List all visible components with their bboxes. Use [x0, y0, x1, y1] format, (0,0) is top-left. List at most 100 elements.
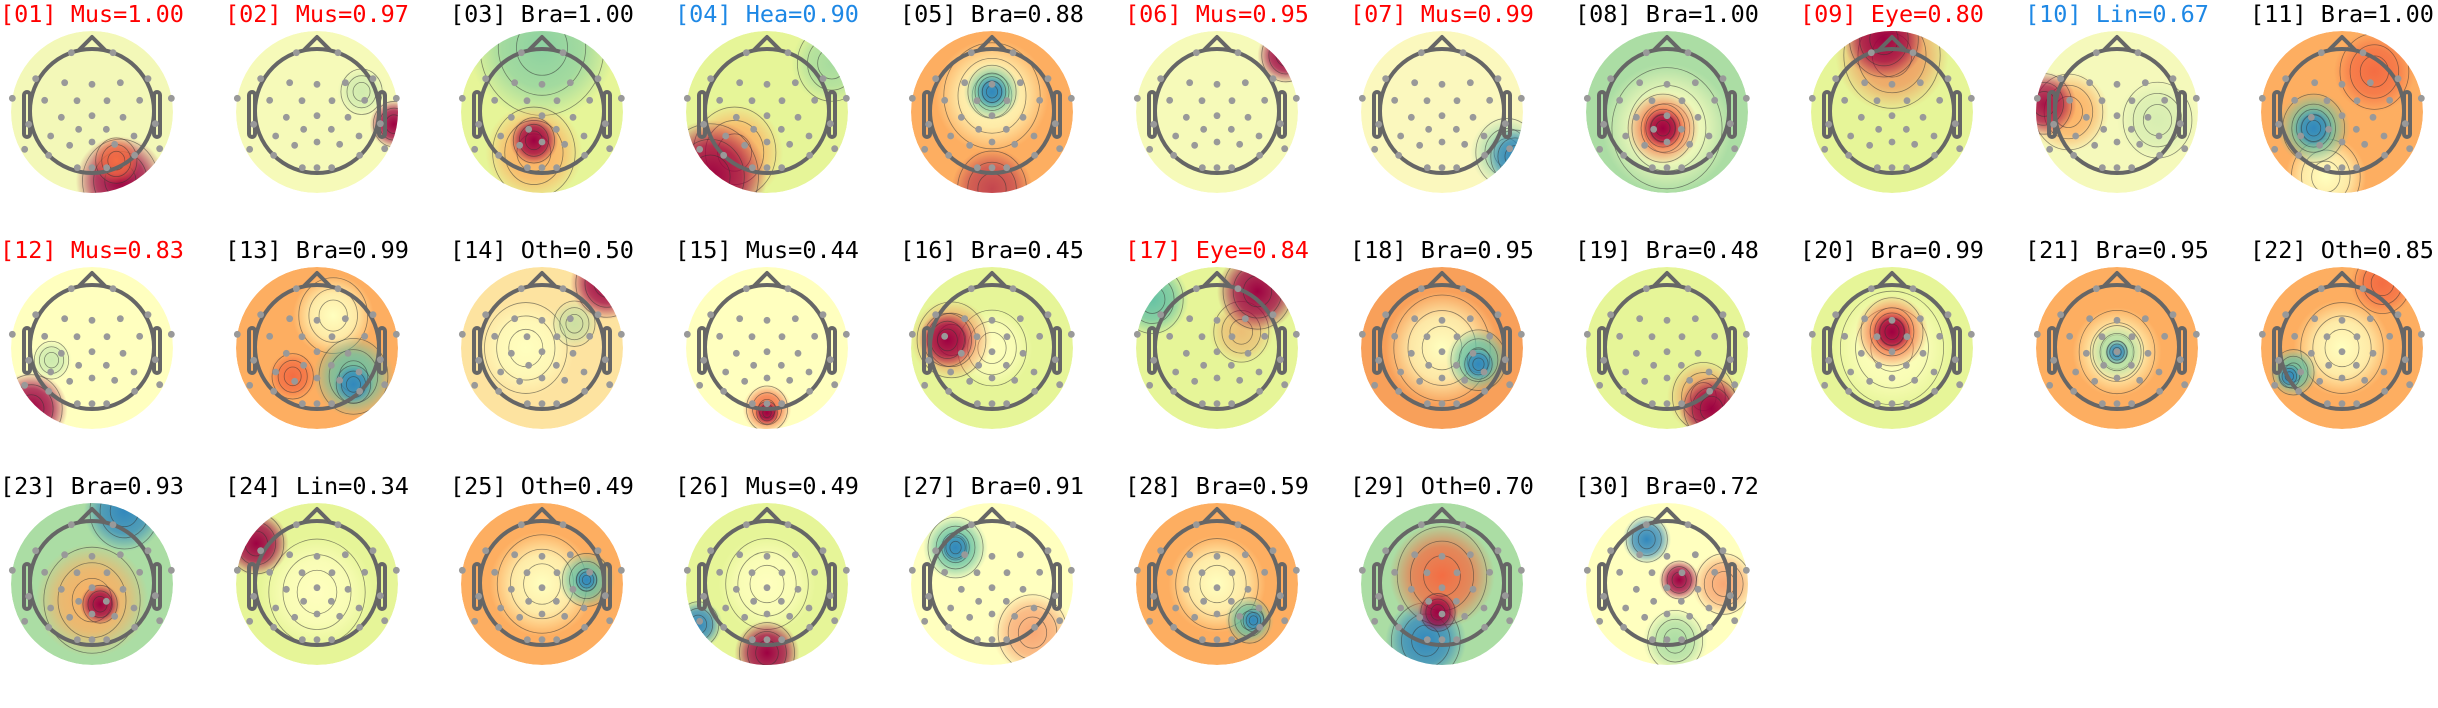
electrode-dot: [1416, 377, 1424, 385]
electrode-dot: [1936, 96, 1944, 104]
activation-blob: [83, 503, 165, 552]
electrode-dot: [341, 79, 349, 87]
contour-line: [967, 161, 1017, 193]
electrode-dot: [538, 552, 546, 560]
electrode-dot: [2091, 377, 2099, 385]
electrode-dot: [1501, 592, 1509, 600]
electrode-dot: [748, 400, 756, 408]
electrode-dot: [2113, 112, 2121, 120]
electrode-dot: [1133, 566, 1141, 574]
electrode-dot: [1192, 285, 1200, 293]
electrode-dot: [763, 80, 771, 88]
contour-line: [553, 300, 596, 347]
electrode-dot: [1866, 141, 1874, 149]
electrode-dot: [313, 164, 321, 172]
electrode-dot: [1677, 597, 1685, 605]
topomap-background: [1136, 31, 1298, 193]
electrode-dot: [1911, 376, 1919, 384]
component-title: [24] Lin=0.34: [225, 472, 409, 500]
electrode-dot: [328, 569, 336, 577]
electrode-dot: [594, 311, 602, 319]
electrode-dot: [784, 285, 792, 293]
electrode-dot: [1276, 120, 1284, 128]
electrode-dot: [144, 547, 152, 555]
electrode-dot: [1182, 113, 1190, 121]
electrode-dot: [88, 80, 96, 88]
activation-blob: [1642, 107, 1684, 149]
electrode-dot: [298, 97, 306, 105]
electrode-dot: [111, 376, 119, 384]
electrode-dot: [947, 132, 955, 140]
electrode-dot: [270, 623, 278, 631]
contour-line: [593, 268, 620, 298]
contour-line: [1175, 538, 1259, 630]
electrode-dot: [1650, 361, 1658, 369]
electrode-dot: [1663, 112, 1671, 120]
contour-line: [1611, 67, 1723, 190]
electrode-dot: [67, 285, 75, 293]
contour-line: [1860, 297, 1924, 367]
electrode-dot: [961, 551, 969, 559]
electrode-dot: [1845, 387, 1853, 395]
topomap: [233, 31, 400, 193]
electrode-dot: [1146, 145, 1154, 153]
electrode-dot: [88, 112, 96, 120]
contour-line: [1420, 593, 1456, 632]
electrode-dot: [794, 113, 802, 121]
component-title: [12] Mus=0.83: [0, 236, 184, 264]
electrode-dot: [1453, 164, 1461, 172]
electrode-dot: [925, 356, 933, 364]
electrode-dot: [777, 361, 785, 369]
contour-line: [484, 302, 568, 394]
electrode-dot: [1009, 285, 1017, 293]
electrode-dot: [475, 592, 483, 600]
electrode-dot: [552, 361, 560, 369]
electrode-dot: [1711, 332, 1719, 340]
electrode-dot: [716, 96, 724, 104]
electrode-dot: [507, 585, 515, 593]
component-panel: [07] Mus=0.99: [1350, 0, 1575, 236]
electrode-dot: [1706, 623, 1714, 631]
electrode-dot: [25, 356, 33, 364]
electrode-dot: [1227, 597, 1235, 605]
electrode-dot: [471, 617, 479, 625]
electrode-dot: [617, 330, 625, 338]
electrode-dot: [2098, 97, 2106, 105]
electrode-dot: [778, 569, 786, 577]
electrode-dot: [1622, 604, 1630, 612]
electrode-dot: [1494, 311, 1502, 319]
electrode-dot: [1847, 132, 1855, 140]
electrode-dot: [344, 113, 352, 121]
contour-line: [565, 313, 584, 334]
electrode-dot: [763, 112, 771, 120]
electrode-dot: [2050, 356, 2058, 364]
electrode-dot: [369, 75, 377, 83]
electrode-dot: [1011, 376, 1019, 384]
component-panel: [21] Bra=0.95: [2025, 236, 2250, 472]
electrode-dot: [750, 361, 758, 369]
contour-line: [518, 123, 549, 157]
electrode-dot: [88, 138, 96, 146]
electrode-dot: [1861, 315, 1869, 323]
electrode-dot: [2338, 112, 2346, 120]
electrode-dot: [1821, 381, 1829, 389]
electrode-dot: [2317, 49, 2325, 57]
electrode-dot: [945, 151, 953, 159]
electrode-dot: [1261, 568, 1269, 576]
electrode-dot: [1600, 356, 1608, 364]
contour-line: [974, 72, 1010, 111]
electrode-dot: [1480, 132, 1488, 140]
contour-line: [2281, 367, 2298, 385]
electrode-dot: [282, 349, 290, 357]
electrode-dot: [41, 332, 49, 340]
electrode-dot: [1056, 617, 1064, 625]
topomap: [2033, 31, 2200, 193]
electrode-dot: [988, 112, 996, 120]
electrode-dot: [941, 96, 949, 104]
electrode-dot: [720, 151, 728, 159]
electrode-dot: [523, 97, 531, 105]
activation-blob: [754, 400, 780, 425]
topomap: [908, 267, 1075, 429]
electrode-dot: [66, 377, 74, 385]
electrode-dot: [1903, 164, 1911, 172]
